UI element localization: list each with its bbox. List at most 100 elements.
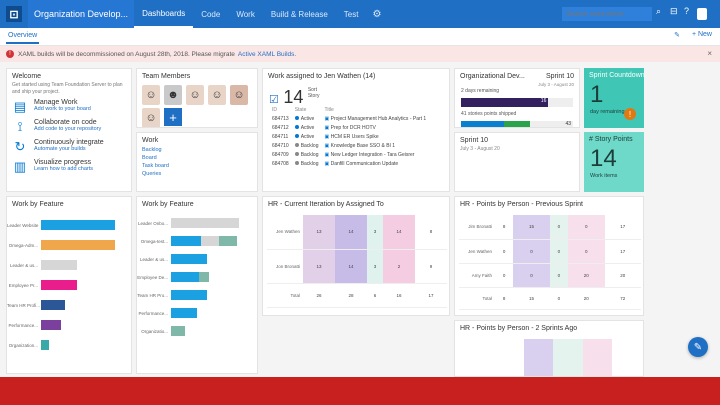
- cell[interactable]: ▣ Danfill Communication Update: [324, 160, 399, 167]
- title-link[interactable]: Knowledge Base SSO & BI 1: [330, 142, 396, 149]
- tab-overview[interactable]: Overview: [6, 29, 40, 44]
- shopping-bag-icon[interactable]: ⊟: [670, 6, 678, 16]
- bar[interactable]: [41, 340, 49, 350]
- cell[interactable]: 8: [495, 215, 514, 240]
- link-backlog[interactable]: Backlog: [142, 147, 162, 153]
- link-queries[interactable]: Queries: [142, 171, 162, 177]
- bar-row[interactable]: Employee De...: [137, 271, 209, 283]
- avatar[interactable]: [697, 8, 707, 20]
- cell[interactable]: 15: [513, 215, 550, 240]
- cell[interactable]: 14: [334, 215, 367, 250]
- close-icon[interactable]: ×: [707, 49, 712, 58]
- tab-code[interactable]: Code: [201, 9, 221, 19]
- bar[interactable]: [171, 308, 197, 318]
- title-link[interactable]: New Ledger Integration - Tara Geisrer: [330, 151, 415, 158]
- cell[interactable]: ▣ Project Management Hub Analytics - Par…: [324, 115, 427, 122]
- cell[interactable]: 8: [414, 215, 447, 250]
- item-link[interactable]: Automate your builds: [34, 146, 86, 152]
- title-link[interactable]: HCM ER Users Spike: [330, 133, 379, 140]
- item-link[interactable]: Add work to your board: [34, 106, 91, 112]
- table-row[interactable]: 684712 Active ▣ Prep for DCR HOTV: [269, 123, 429, 132]
- cell[interactable]: 17: [414, 283, 447, 308]
- item-link[interactable]: Learn how to add charts: [34, 166, 94, 172]
- cell[interactable]: 0: [568, 215, 605, 240]
- item-link[interactable]: Add code to your repository: [34, 126, 102, 132]
- cell[interactable]: 17: [604, 215, 641, 240]
- bar[interactable]: [41, 240, 115, 250]
- tab-dashboards[interactable]: Dashboards: [134, 0, 194, 28]
- table-row[interactable]: Jen Wathen 13 14 3 14 8: [267, 215, 447, 250]
- cell[interactable]: 15: [513, 287, 550, 310]
- table-row[interactable]: Jon Bronatti 13 14 3 2 9: [267, 249, 447, 284]
- welcome-integrate[interactable]: ↻ Continuously integrate Automate your bu…: [12, 139, 126, 155]
- avatar[interactable]: ☺: [186, 85, 204, 105]
- bar[interactable]: [171, 218, 239, 228]
- title-link[interactable]: Project Management Hub Analytics - Part …: [330, 115, 427, 122]
- help-icon[interactable]: ?: [684, 6, 690, 16]
- bar[interactable]: [199, 272, 209, 282]
- cell[interactable]: 13: [303, 249, 335, 284]
- cell[interactable]: 0: [549, 263, 569, 288]
- cell[interactable]: 28: [334, 283, 367, 308]
- cell[interactable]: 26: [303, 283, 335, 308]
- cell[interactable]: 3: [366, 249, 383, 284]
- title-link[interactable]: Danfill Communication Update: [330, 160, 399, 167]
- cell[interactable]: 17: [604, 239, 641, 264]
- table-row[interactable]: Amy Faith 0 0 0 20 20: [459, 263, 641, 288]
- cell[interactable]: 2: [383, 249, 415, 284]
- bar-row[interactable]: Leader & us...: [7, 259, 77, 271]
- search-input[interactable]: [562, 7, 652, 21]
- cell[interactable]: 14: [334, 249, 367, 284]
- bar-row[interactable]: Leader & us...: [137, 253, 207, 265]
- bar[interactable]: [41, 260, 77, 270]
- cell[interactable]: 0: [495, 263, 514, 288]
- table-row[interactable]: Jen Wathen 0 0 0 0 17: [459, 239, 641, 264]
- bar-row[interactable]: Team HR Profi...: [7, 299, 65, 311]
- bar-row[interactable]: Employee Pr...: [7, 279, 77, 291]
- bar-row[interactable]: Organization...: [7, 339, 49, 351]
- new-dashboard-button[interactable]: + New: [691, 31, 712, 38]
- cell[interactable]: 20: [568, 287, 605, 310]
- bar-row[interactable]: Leader Onbo...: [137, 217, 239, 229]
- cell[interactable]: 0: [568, 239, 605, 264]
- cell[interactable]: 3: [366, 215, 383, 250]
- bar-row[interactable]: Performance...: [7, 319, 61, 331]
- table-row[interactable]: 684709 Backlog ▣ New Ledger Integration - …: [269, 150, 429, 159]
- project-selector[interactable]: Organization Develop...: [28, 0, 135, 28]
- cell[interactable]: 14: [383, 215, 415, 250]
- bar-row[interactable]: Omega-test...: [137, 235, 237, 247]
- bar-row[interactable]: Omega-Adm...: [7, 239, 115, 251]
- cell[interactable]: 20: [604, 263, 641, 288]
- link-task-board[interactable]: Task board: [142, 163, 169, 169]
- welcome-collaborate[interactable]: ⟟ Collaborate on code Add code to your re…: [12, 119, 126, 135]
- tab-build-release[interactable]: Build & Release: [270, 9, 328, 19]
- cell[interactable]: 0: [513, 239, 550, 264]
- cell[interactable]: 6: [366, 283, 383, 308]
- settings-gear-icon[interactable]: ⚙: [372, 8, 382, 20]
- cell[interactable]: 72: [604, 287, 641, 310]
- table-row[interactable]: 684711 Active ▣ HCM ER Users Spike: [269, 132, 429, 141]
- table-row[interactable]: Total 26 28 6 16 17: [267, 283, 447, 308]
- cell[interactable]: ▣ Knowledge Base SSO & BI 1: [324, 142, 396, 149]
- cell[interactable]: 0: [549, 287, 569, 310]
- welcome-visualize[interactable]: ▥ Visualize progress Learn how to add cha…: [12, 159, 126, 175]
- cell[interactable]: 16: [383, 283, 415, 308]
- cell[interactable]: 20: [568, 263, 605, 288]
- title-link[interactable]: Prep for DCR HOTV: [330, 124, 376, 131]
- cell[interactable]: 0: [513, 263, 550, 288]
- cell[interactable]: 0: [549, 239, 569, 264]
- bar-row[interactable]: Team HR Pro...: [137, 289, 207, 301]
- bar[interactable]: [171, 326, 185, 336]
- table-row[interactable]: 684708 Backlog ▣ Danfill Communication Upd…: [269, 159, 429, 168]
- avatar[interactable]: ☺: [142, 85, 160, 105]
- bar-row[interactable]: Organizatio...: [137, 325, 185, 337]
- cell[interactable]: 0: [495, 239, 514, 264]
- bar[interactable]: [219, 236, 237, 246]
- bar[interactable]: [171, 254, 207, 264]
- vsts-logo-icon[interactable]: ⊡: [6, 6, 22, 22]
- edit-icon[interactable]: ✎: [674, 32, 680, 39]
- table-row[interactable]: Jim Bronatti 8 15 0 0 17: [459, 215, 641, 240]
- table-row[interactable]: 684713 Active ▣ Project Management Hub Ana…: [269, 114, 429, 123]
- bar[interactable]: [171, 236, 201, 246]
- avatar[interactable]: ☻: [164, 85, 182, 105]
